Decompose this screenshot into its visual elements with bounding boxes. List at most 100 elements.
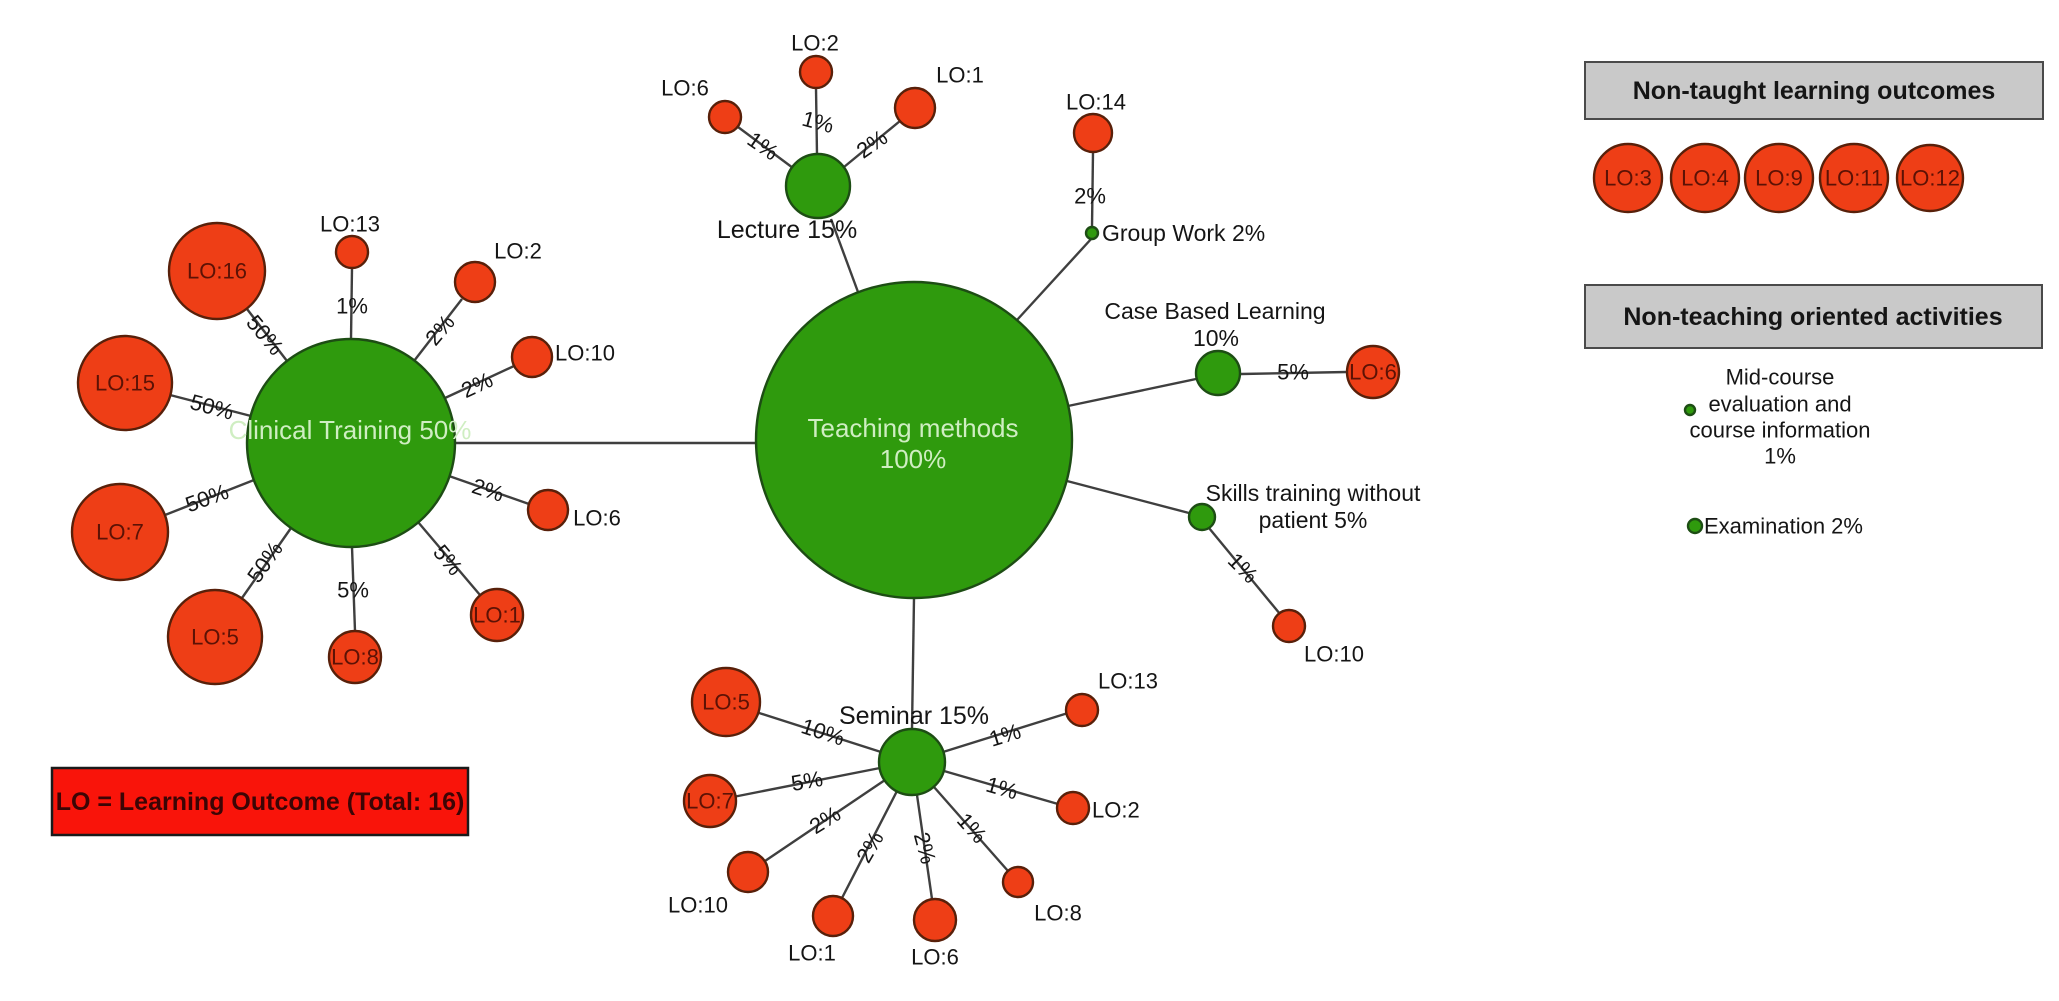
edge-lo14-groupwork [1090,151,1095,228]
clinical-lo1-circle [469,587,525,643]
clinical-lo15-label: LO:15 [95,371,155,396]
clinical-lo7-label: LO:7 [96,520,144,545]
edge-lecture-lo6 [737,126,794,169]
seminar-lo13-pct: 1% [986,718,1024,751]
seminar-lo2-label: LO:2 [1092,798,1140,823]
lecture-lo1-pct: 2% [852,125,892,164]
casebased-lo6-label: LO:6 [1349,360,1397,385]
seminar-label: Seminar 15% [839,702,989,730]
examination-label: Examination 2% [1704,514,1863,539]
seminar-lo6-pct: 2% [909,829,941,866]
casebased-lo6-circle [1345,344,1401,400]
panel-non-teaching: Non-teaching oriented activities Mid-cou… [1584,284,2043,539]
case-based-label: Case Based Learning [1104,298,1325,324]
clinical-lo15-circle [76,334,174,432]
edge-clinical-lo13 [349,267,354,340]
nontaught-lo9-label: LO:9 [1755,166,1803,191]
seminar-lo6-label: LO:6 [911,945,959,970]
edge-clinical-lo16 [246,308,288,362]
lecture-lo1-circle [893,86,937,130]
clinical-lo6-circle [526,488,570,532]
cluster-skills-training: Skills training without patient 5% LO:10… [1187,480,1421,667]
edge-seminar-lo5 [755,710,882,754]
cluster-lecture: Lecture 15% LO:6 1% LO:2 1% LO:1 2% [661,31,984,245]
mid-course-line4: 1% [1764,444,1796,469]
non-teaching-header-box [1584,284,2043,349]
seminar-lo5-circle [690,666,762,738]
clinical-lo5-circle [166,588,264,686]
nontaught-lo11-label: LO:11 [1825,166,1883,191]
skills-lo10-label: LO:10 [1304,642,1364,667]
edge-clinical-lo7 [164,478,255,517]
non-taught-header: Non-taught learning outcomes [1633,77,1996,105]
seminar-lo2-circle [1055,790,1091,826]
node-teaching-methods: Teaching methods 100% [754,280,1074,600]
groupwork-lo14-circle [1072,112,1114,154]
skills-label-line2: patient 5% [1259,507,1368,533]
case-based-pct: 10% [1193,325,1239,351]
edge-seminar-lo2 [943,769,1059,806]
seminar-lo6-circle [912,897,958,943]
casebased-lo6-pct: 5% [1277,360,1309,385]
edge-seminar-lo6 [915,794,934,900]
edge-teaching-seminar [910,597,916,730]
clinical-lo7-circle [70,482,170,582]
edge-seminar-lo13 [942,711,1069,754]
mid-course-line2: evaluation and [1708,392,1851,417]
edge-clinical-lo1 [417,521,481,596]
seminar-lo7-circle [682,773,738,829]
lecture-lo2-circle [798,54,834,90]
legend-text: LO = Learning Outcome (Total: 16) [56,788,465,816]
cluster-group-work: Group Work 2% LO:14 2% [1066,90,1265,247]
seminar-lo13-label: LO:13 [1098,669,1158,694]
edge-lecture-lo2 [814,87,819,156]
edge-teaching-casebased [1067,377,1197,408]
examination-dot [1686,517,1704,535]
edge-teaching-groupwork [1016,237,1093,321]
lecture-lo6-label: LO:6 [661,76,709,101]
edge-seminar-lo10 [764,779,886,862]
clinical-lo15-pct: 50% [187,389,236,425]
nontaught-lo12-label: LO:12 [1900,166,1960,191]
edge-teaching-lecture [829,218,860,293]
clinical-lo2-label: LO:2 [494,239,542,264]
seminar-circle [877,727,947,797]
edges [164,87,1348,900]
legend-box [50,766,470,837]
clinical-lo13-label: LO:13 [320,212,380,237]
edge-clinical-lo10 [444,364,515,400]
clinical-lo13-circle [334,234,370,270]
teaching-methods-label: Teaching methods [807,413,1018,443]
edge-clinical-lo6 [448,474,530,506]
panel-non-taught: Non-taught learning outcomes LO:3 LO:4 L… [1584,61,2044,214]
nontaught-lo3-label: LO:3 [1604,166,1652,191]
seminar-lo10-circle [726,850,770,894]
edge-clinical-lo2 [413,298,463,362]
seminar-lo5-label: LO:5 [702,690,750,715]
clinical-lo6-label: LO:6 [573,506,621,531]
nontaught-lo9-circle [1743,142,1815,214]
nontaught-lo4-label: LO:4 [1681,166,1729,191]
seminar-lo8-label: LO:8 [1034,901,1082,926]
edge-clinical-lo5 [241,527,292,599]
clinical-lo10-label: LO:10 [555,341,615,366]
seminar-lo7-label: LO:7 [686,789,734,814]
edge-casebased-lo6 [1240,370,1348,376]
edge-teaching-skills [1066,479,1190,515]
edge-clinical-lo8 [350,546,357,632]
nontaught-lo4-circle [1669,142,1741,214]
clinical-lo8-circle [327,629,383,685]
skills-circle [1187,502,1217,532]
clinical-lo10-circle [510,335,554,379]
lecture-lo2-label: LO:2 [791,31,839,56]
seminar-lo1-label: LO:1 [788,941,836,966]
clinical-lo5-label: LO:5 [191,625,239,650]
clinical-lo10-pct: 2% [457,367,496,403]
clinical-training-label: Clinical Training 50% [229,415,472,445]
lecture-lo1-label: LO:1 [936,63,984,88]
nontaught-lo3-circle [1592,142,1664,214]
non-teaching-header: Non-teaching oriented activities [1623,303,2002,331]
seminar-lo1-circle [811,894,855,938]
